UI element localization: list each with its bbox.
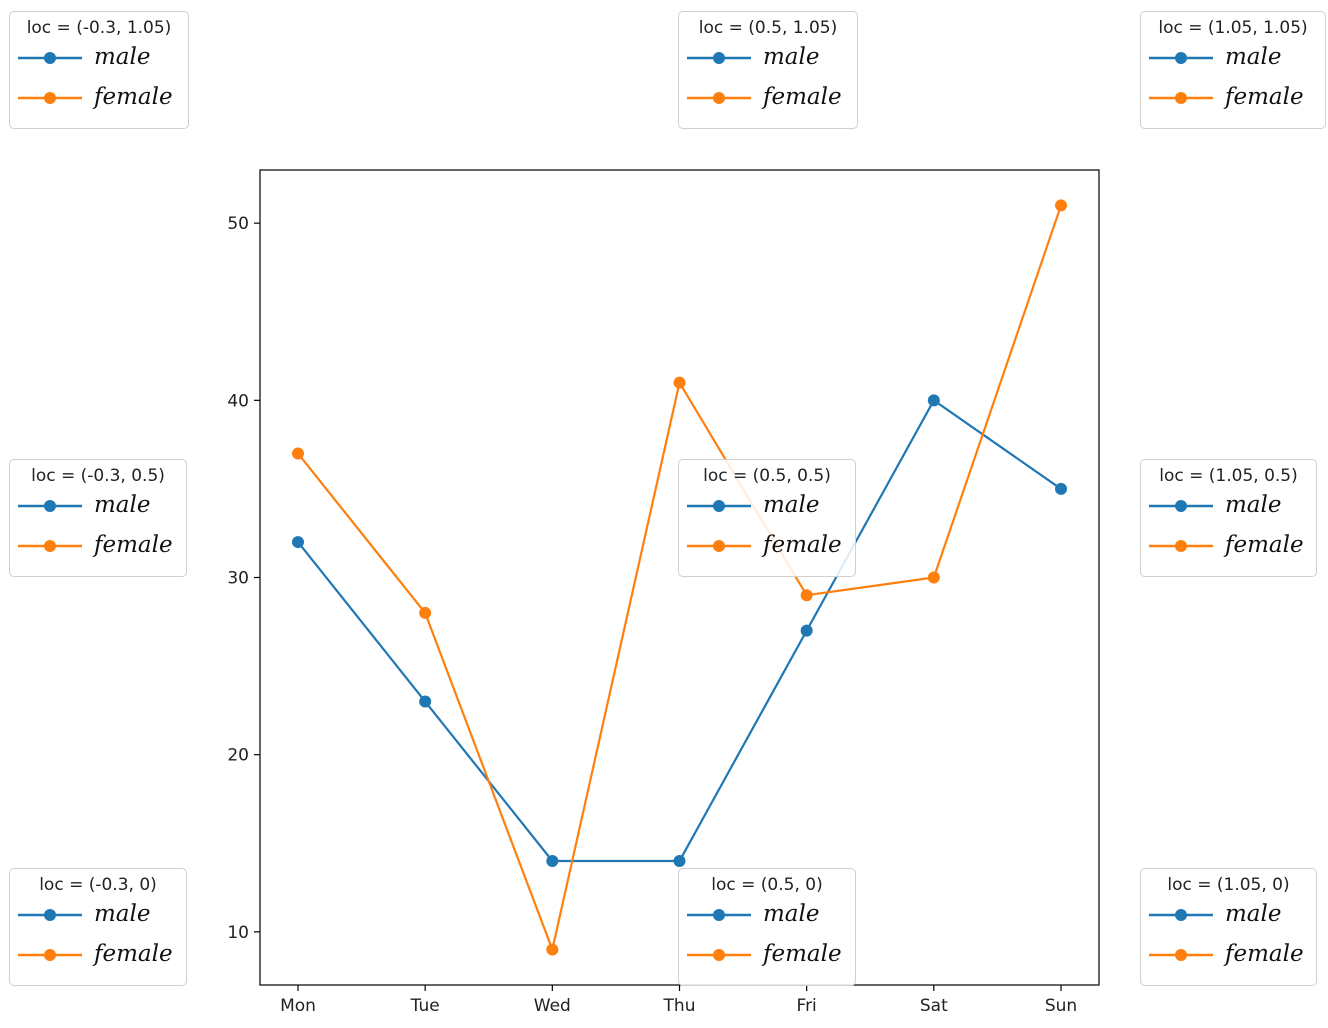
legend-mid-right: loc = (1.05, 0.5) male female — [1140, 459, 1317, 577]
legend-entry-female: female — [679, 935, 855, 975]
legend-entry-female: female — [679, 78, 857, 118]
x-tick-label: Mon — [280, 996, 316, 1016]
legend-entry-female: female — [10, 78, 188, 118]
x-tick-label: Wed — [534, 996, 571, 1016]
legend-entry-male: male — [679, 38, 857, 78]
legend-entry-female: female — [10, 935, 186, 975]
legend-label: male — [763, 44, 820, 70]
data-series — [292, 199, 1067, 956]
point-female-tue — [419, 606, 432, 619]
legend-title: loc = (0.5, 1.05) — [698, 18, 838, 38]
legend-label: male — [1225, 492, 1282, 518]
legend-label: male — [763, 492, 820, 518]
legend-label: male — [94, 901, 151, 927]
legend-label: male — [763, 901, 820, 927]
legend-center: loc = (0.5, 0.5) male female — [678, 459, 856, 577]
legend-label: male — [94, 492, 151, 518]
x-tick-label: Tue — [410, 996, 440, 1016]
legend-label: female — [763, 532, 842, 558]
legend-label: female — [94, 84, 173, 110]
legend-entry-female: female — [10, 526, 186, 566]
legend-label: female — [94, 941, 173, 967]
point-female-sun — [1055, 199, 1067, 212]
legend-title: loc = (0.5, 0) — [711, 875, 823, 895]
axes-frame — [259, 169, 1100, 986]
legend-entry-male: male — [679, 895, 855, 935]
point-female-thu — [673, 376, 686, 389]
legend-title: loc = (1.05, 0.5) — [1159, 466, 1298, 486]
legend-label: female — [763, 84, 842, 110]
legend-mid-left: loc = (-0.3, 0.5) male female — [9, 459, 187, 577]
legend-label: male — [94, 44, 151, 70]
series-male — [292, 394, 1067, 867]
legend-label: female — [1225, 941, 1304, 967]
point-female-mon — [292, 447, 304, 460]
legend-label: female — [1225, 532, 1304, 558]
legend-entry-male: male — [10, 38, 188, 78]
x-tick-label: Thu — [663, 996, 696, 1016]
legend-label: female — [94, 532, 173, 558]
legend-label: female — [763, 941, 842, 967]
x-tick-label: Sat — [920, 996, 948, 1016]
point-male-sat — [927, 394, 940, 407]
point-female-fri — [800, 589, 813, 602]
legend-title: loc = (-0.3, 0.5) — [31, 466, 165, 486]
legend-entry-male: male — [1141, 38, 1325, 78]
x-tick-label: Fri — [797, 996, 817, 1016]
point-male-mon — [292, 536, 304, 549]
legend-label: female — [1225, 84, 1304, 110]
legend-entry-male: male — [679, 486, 855, 526]
legend-entry-female: female — [1141, 78, 1325, 118]
point-female-sat — [927, 571, 940, 584]
legend-title: loc = (1.05, 1.05) — [1158, 18, 1308, 38]
point-male-tue — [419, 695, 432, 708]
legend-label: male — [1225, 44, 1282, 70]
axis-ticks: 10 20 30 40 50 Mon Tue Wed Thu Fri Sat Sun — [227, 214, 1077, 1016]
y-tick-label: 30 — [227, 569, 249, 589]
legend-bottom-left: loc = (-0.3, 0) male female — [9, 868, 187, 986]
legend-title: loc = (-0.3, 0) — [39, 875, 157, 895]
legend-bottom-center: loc = (0.5, 0) male female — [678, 868, 856, 986]
legend-entry-female: female — [1141, 935, 1316, 975]
legend-entry-male: male — [1141, 486, 1316, 526]
point-male-fri — [800, 624, 813, 637]
point-male-sun — [1055, 482, 1067, 495]
y-tick-label: 20 — [227, 746, 249, 766]
legend-top-right: loc = (1.05, 1.05) male female — [1140, 11, 1326, 129]
series-female — [292, 199, 1067, 956]
y-tick-label: 10 — [227, 923, 249, 943]
y-tick-label: 50 — [227, 214, 249, 234]
legend-bottom-right: loc = (1.05, 0) male female — [1140, 868, 1317, 986]
legend-top-center: loc = (0.5, 1.05) male female — [678, 11, 858, 129]
legend-title: loc = (-0.3, 1.05) — [26, 18, 172, 38]
legend-top-left: loc = (-0.3, 1.05) male female — [9, 11, 189, 129]
legend-entry-male: male — [1141, 895, 1316, 935]
x-tick-label: Sun — [1045, 996, 1077, 1016]
legend-label: male — [1225, 901, 1282, 927]
legend-entry-female: female — [1141, 526, 1316, 566]
legend-entry-male: male — [10, 895, 186, 935]
legend-title: loc = (1.05, 0) — [1167, 875, 1290, 895]
legend-entry-male: male — [10, 486, 186, 526]
legend-title: loc = (0.5, 0.5) — [703, 466, 831, 486]
point-male-wed — [546, 854, 559, 867]
legend-entry-female: female — [679, 526, 855, 566]
y-tick-label: 40 — [227, 391, 249, 411]
point-male-thu — [673, 854, 686, 867]
point-female-wed — [546, 943, 559, 956]
